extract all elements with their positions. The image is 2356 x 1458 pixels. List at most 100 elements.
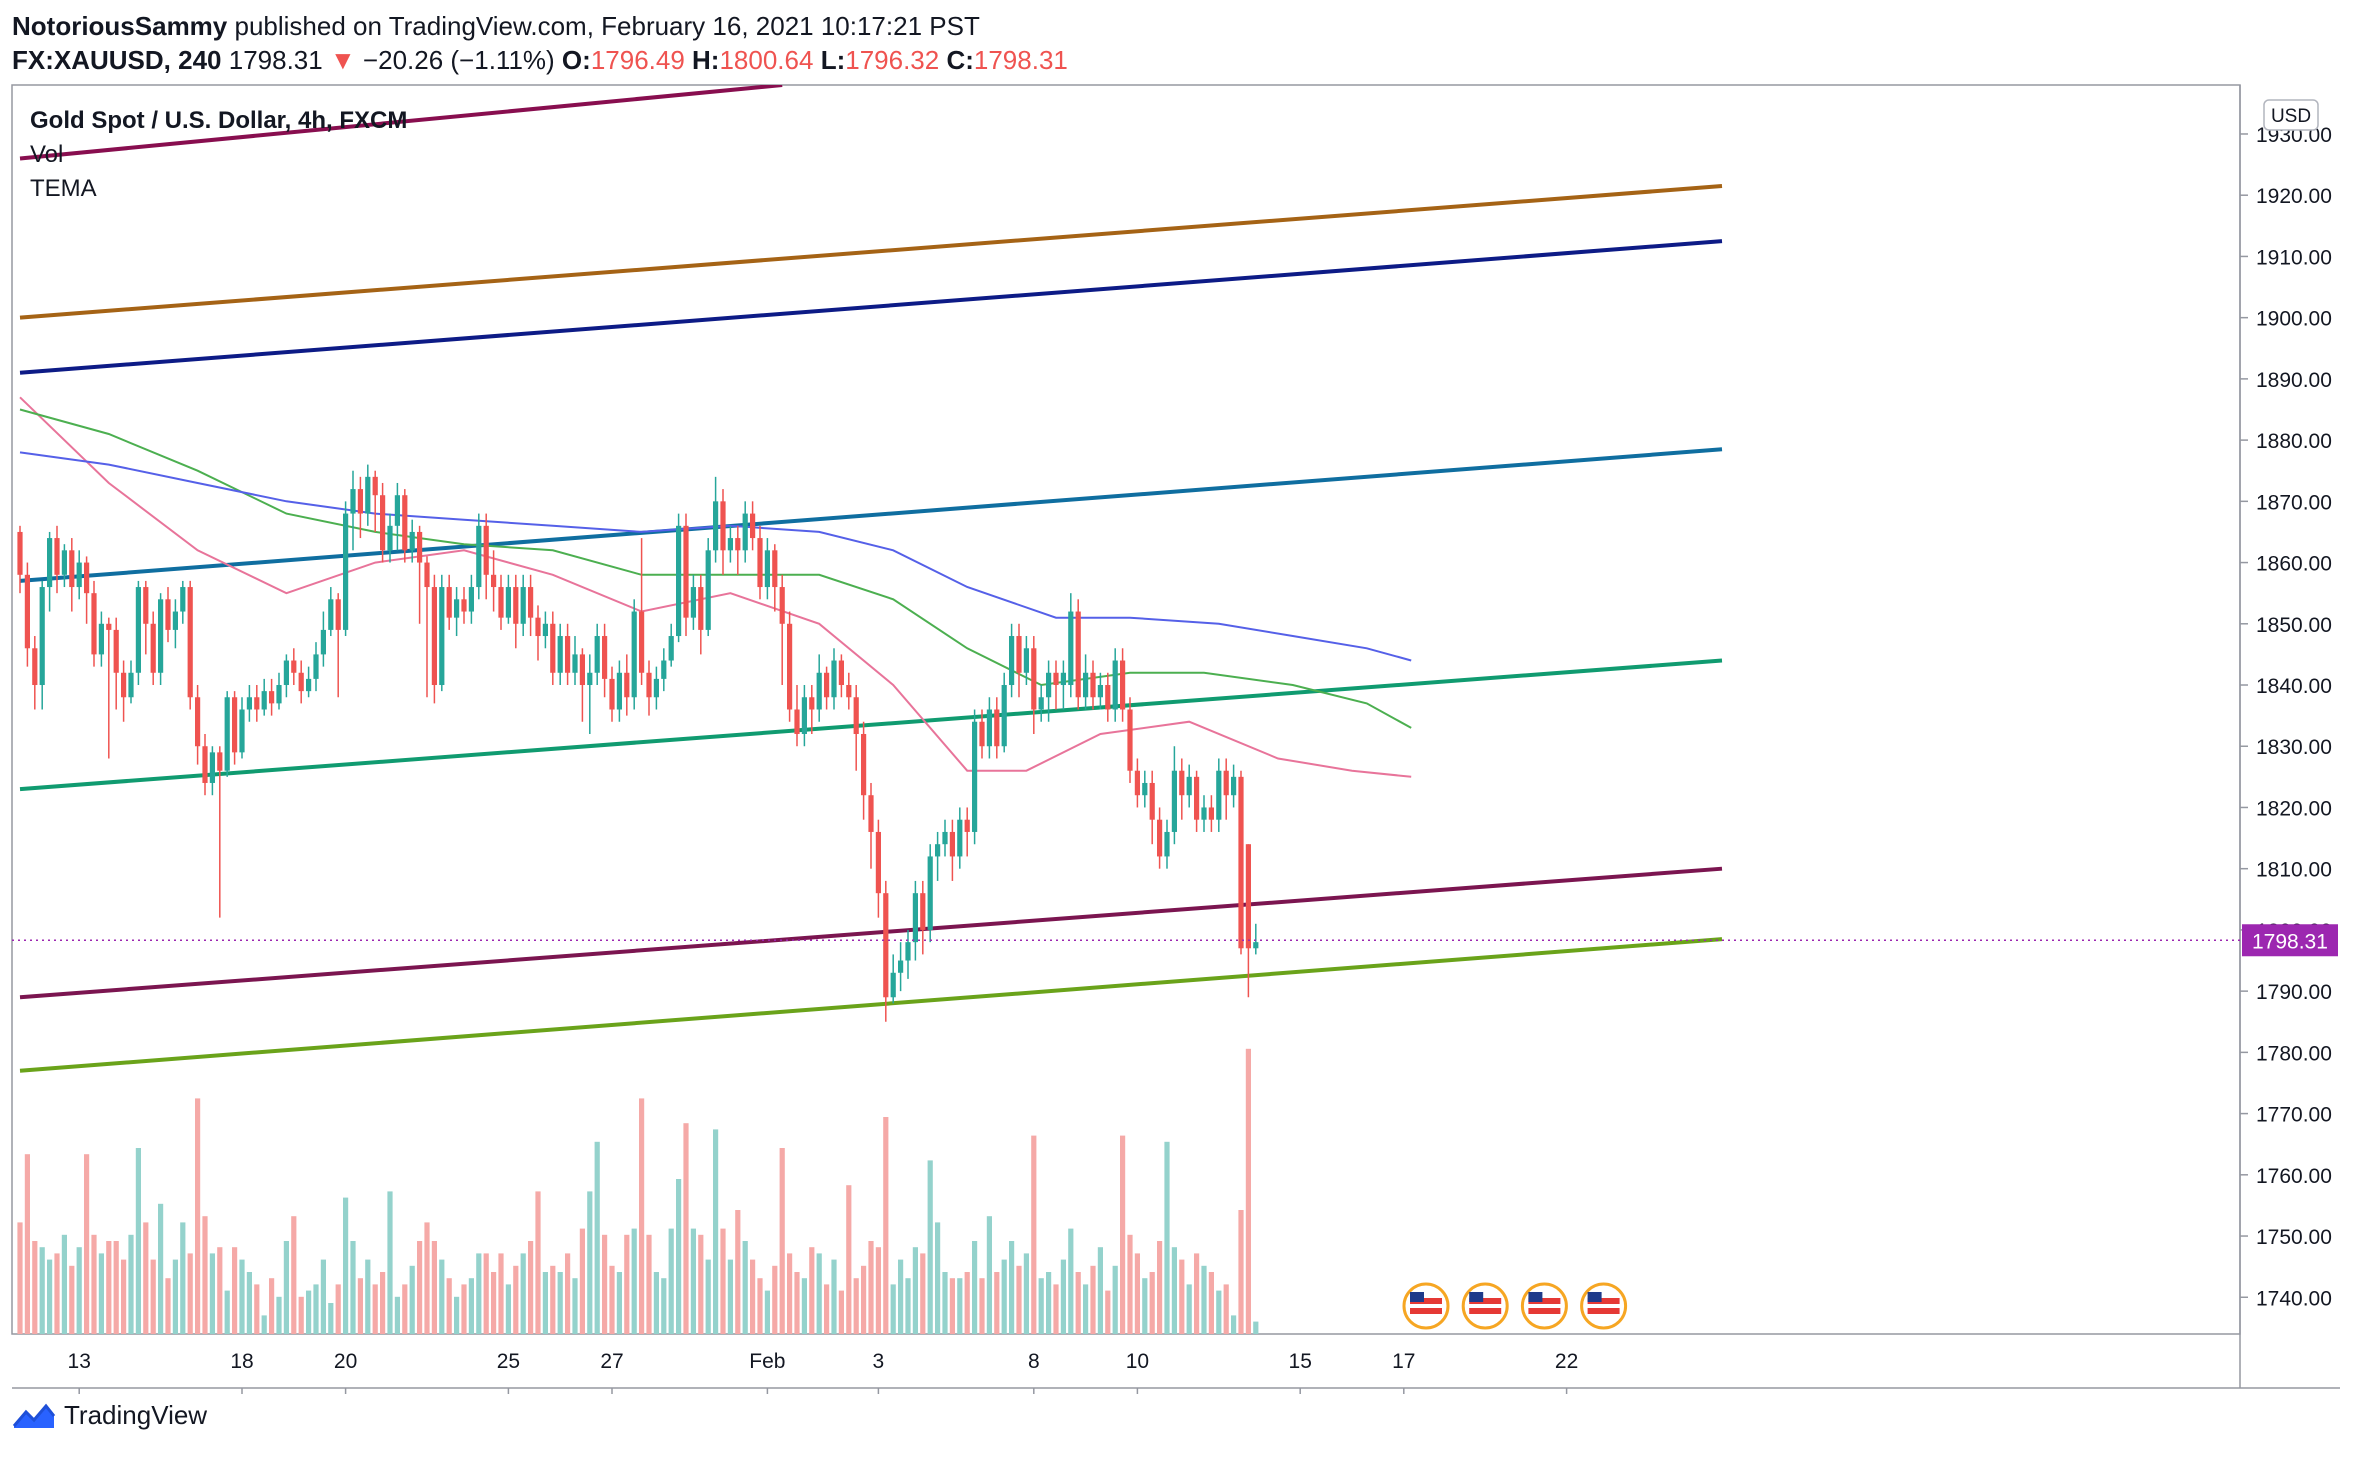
candle-body[interactable] <box>535 617 541 637</box>
candle-body[interactable] <box>927 856 933 930</box>
candle-body[interactable] <box>476 525 482 588</box>
candle-body[interactable] <box>1127 709 1133 771</box>
candle-body[interactable] <box>1001 685 1007 747</box>
candle-body[interactable] <box>224 697 230 771</box>
candle-body[interactable] <box>91 593 97 655</box>
candle-body[interactable] <box>861 733 867 796</box>
candle-body[interactable] <box>84 562 90 594</box>
candle-body[interactable] <box>935 844 941 857</box>
candle-body[interactable] <box>964 819 970 832</box>
candle-body[interactable] <box>1053 672 1059 686</box>
candle-body[interactable] <box>150 623 156 673</box>
candle-body[interactable] <box>261 691 267 710</box>
candle-body[interactable] <box>742 513 748 551</box>
candle-body[interactable] <box>972 721 978 832</box>
candle-body[interactable] <box>380 495 386 551</box>
candle-body[interactable] <box>1157 819 1163 857</box>
candle-body[interactable] <box>735 538 741 551</box>
candle-body[interactable] <box>979 721 985 747</box>
candle-body[interactable] <box>313 654 319 679</box>
candle-body[interactable] <box>98 623 104 655</box>
candle-body[interactable] <box>898 960 904 973</box>
candle-body[interactable] <box>579 654 585 686</box>
candle-body[interactable] <box>1060 672 1066 686</box>
candle-body[interactable] <box>195 697 201 747</box>
candle-body[interactable] <box>557 636 563 673</box>
candle-body[interactable] <box>394 495 400 526</box>
candle-body[interactable] <box>1090 672 1096 698</box>
candle-body[interactable] <box>158 599 164 673</box>
candle-body[interactable] <box>1083 672 1089 698</box>
candle-body[interactable] <box>1149 782 1155 820</box>
candle-body[interactable] <box>875 831 881 894</box>
candle-body[interactable] <box>254 697 260 710</box>
candle-body[interactable] <box>505 587 511 618</box>
candle-body[interactable] <box>616 672 622 710</box>
trendline-2[interactable] <box>19 239 1723 375</box>
legend-tema[interactable]: TEMA <box>30 175 97 202</box>
candle-body[interactable] <box>1031 648 1037 710</box>
candle-body[interactable] <box>565 636 571 673</box>
trendline-5[interactable] <box>19 866 1723 1000</box>
candle-body[interactable] <box>698 587 704 630</box>
candle-body[interactable] <box>890 972 896 998</box>
candle-body[interactable] <box>291 660 297 673</box>
candle-body[interactable] <box>639 611 645 673</box>
candle-body[interactable] <box>653 678 659 698</box>
candle-body[interactable] <box>528 587 534 618</box>
candle-body[interactable] <box>1097 685 1103 698</box>
candle-body[interactable] <box>328 599 334 630</box>
candle-body[interactable] <box>949 831 955 857</box>
candle-body[interactable] <box>128 672 134 698</box>
trendline-0[interactable] <box>19 85 783 161</box>
candle-body[interactable] <box>298 672 304 692</box>
candle-body[interactable] <box>542 623 548 637</box>
event-flag-icon[interactable] <box>1461 1282 1509 1330</box>
candle-body[interactable] <box>883 893 889 998</box>
candle-body[interactable] <box>720 501 726 551</box>
candle-body[interactable] <box>824 672 830 698</box>
candle-body[interactable] <box>1068 611 1074 686</box>
candle-body[interactable] <box>320 629 326 655</box>
candle-body[interactable] <box>121 672 127 698</box>
candle-body[interactable] <box>357 489 363 514</box>
candle-body[interactable] <box>498 587 504 618</box>
candle-body[interactable] <box>172 611 178 630</box>
candle-body[interactable] <box>713 501 719 551</box>
candle-body[interactable] <box>1201 807 1207 820</box>
candle-body[interactable] <box>1216 770 1222 820</box>
candle-body[interactable] <box>239 709 245 753</box>
candle-body[interactable] <box>24 574 30 649</box>
candle-body[interactable] <box>1016 636 1022 673</box>
candle-body[interactable] <box>1023 648 1029 673</box>
legend-vol[interactable]: Vol <box>30 141 64 168</box>
candle-body[interactable] <box>106 623 112 630</box>
candle-body[interactable] <box>1245 844 1251 949</box>
trendline-3[interactable] <box>19 447 1723 583</box>
candle-body[interactable] <box>54 538 60 575</box>
candle-body[interactable] <box>838 660 844 686</box>
candle-body[interactable] <box>1253 942 1259 949</box>
candle-body[interactable] <box>387 525 393 551</box>
candle-body[interactable] <box>1171 770 1177 832</box>
candle-body[interactable] <box>143 587 149 624</box>
candle-body[interactable] <box>491 574 497 588</box>
candle-body[interactable] <box>483 525 489 575</box>
candle-body[interactable] <box>446 587 452 618</box>
candle-body[interactable] <box>187 587 193 698</box>
candle-body[interactable] <box>1112 660 1118 710</box>
candle-body[interactable] <box>809 697 815 710</box>
candle-body[interactable] <box>764 550 770 588</box>
candle-body[interactable] <box>246 697 252 710</box>
candle-body[interactable] <box>957 819 963 857</box>
candle-body[interactable] <box>76 562 82 588</box>
trendline-6[interactable] <box>19 937 1723 1073</box>
candle-body[interactable] <box>424 562 430 588</box>
candle-body[interactable] <box>750 513 756 539</box>
trendline-1[interactable] <box>19 184 1723 320</box>
candle-body[interactable] <box>602 636 608 679</box>
candle-body[interactable] <box>646 672 652 698</box>
candle-body[interactable] <box>1009 636 1015 686</box>
candle-body[interactable] <box>624 672 630 698</box>
candle-body[interactable] <box>1142 782 1148 796</box>
